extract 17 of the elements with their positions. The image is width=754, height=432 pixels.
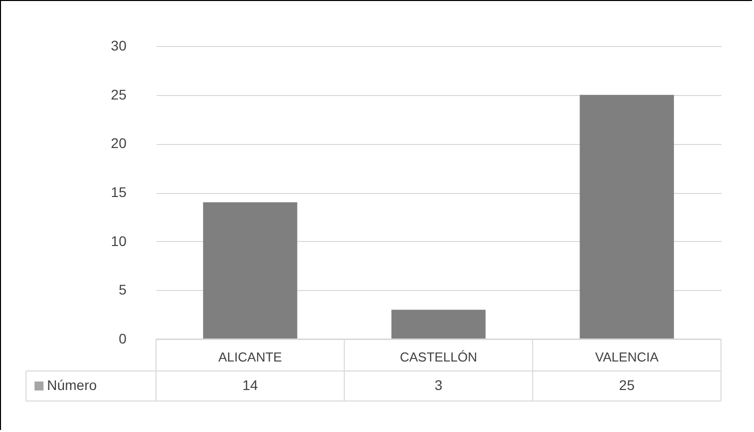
y-tick-label: 20 bbox=[110, 135, 127, 152]
data-label: 3 bbox=[434, 377, 443, 393]
y-tick-label: 10 bbox=[110, 232, 127, 249]
x-tick-label: VALENCIA bbox=[595, 350, 659, 364]
bar bbox=[203, 202, 298, 339]
x-tick-label: ALICANTE bbox=[218, 350, 282, 364]
legend-label: Número bbox=[47, 377, 98, 393]
data-label: 14 bbox=[242, 377, 258, 393]
y-tick-label: 0 bbox=[118, 330, 127, 346]
y-tick-label: 25 bbox=[110, 86, 127, 102]
data-label: 25 bbox=[619, 377, 635, 393]
y-tick-label: 30 bbox=[110, 38, 127, 54]
x-tick-label: CASTELLÓN bbox=[400, 350, 478, 364]
y-tick-label: 5 bbox=[118, 282, 127, 298]
bar bbox=[580, 94, 674, 339]
bar bbox=[391, 310, 486, 339]
y-tick-label: 15 bbox=[110, 184, 127, 200]
